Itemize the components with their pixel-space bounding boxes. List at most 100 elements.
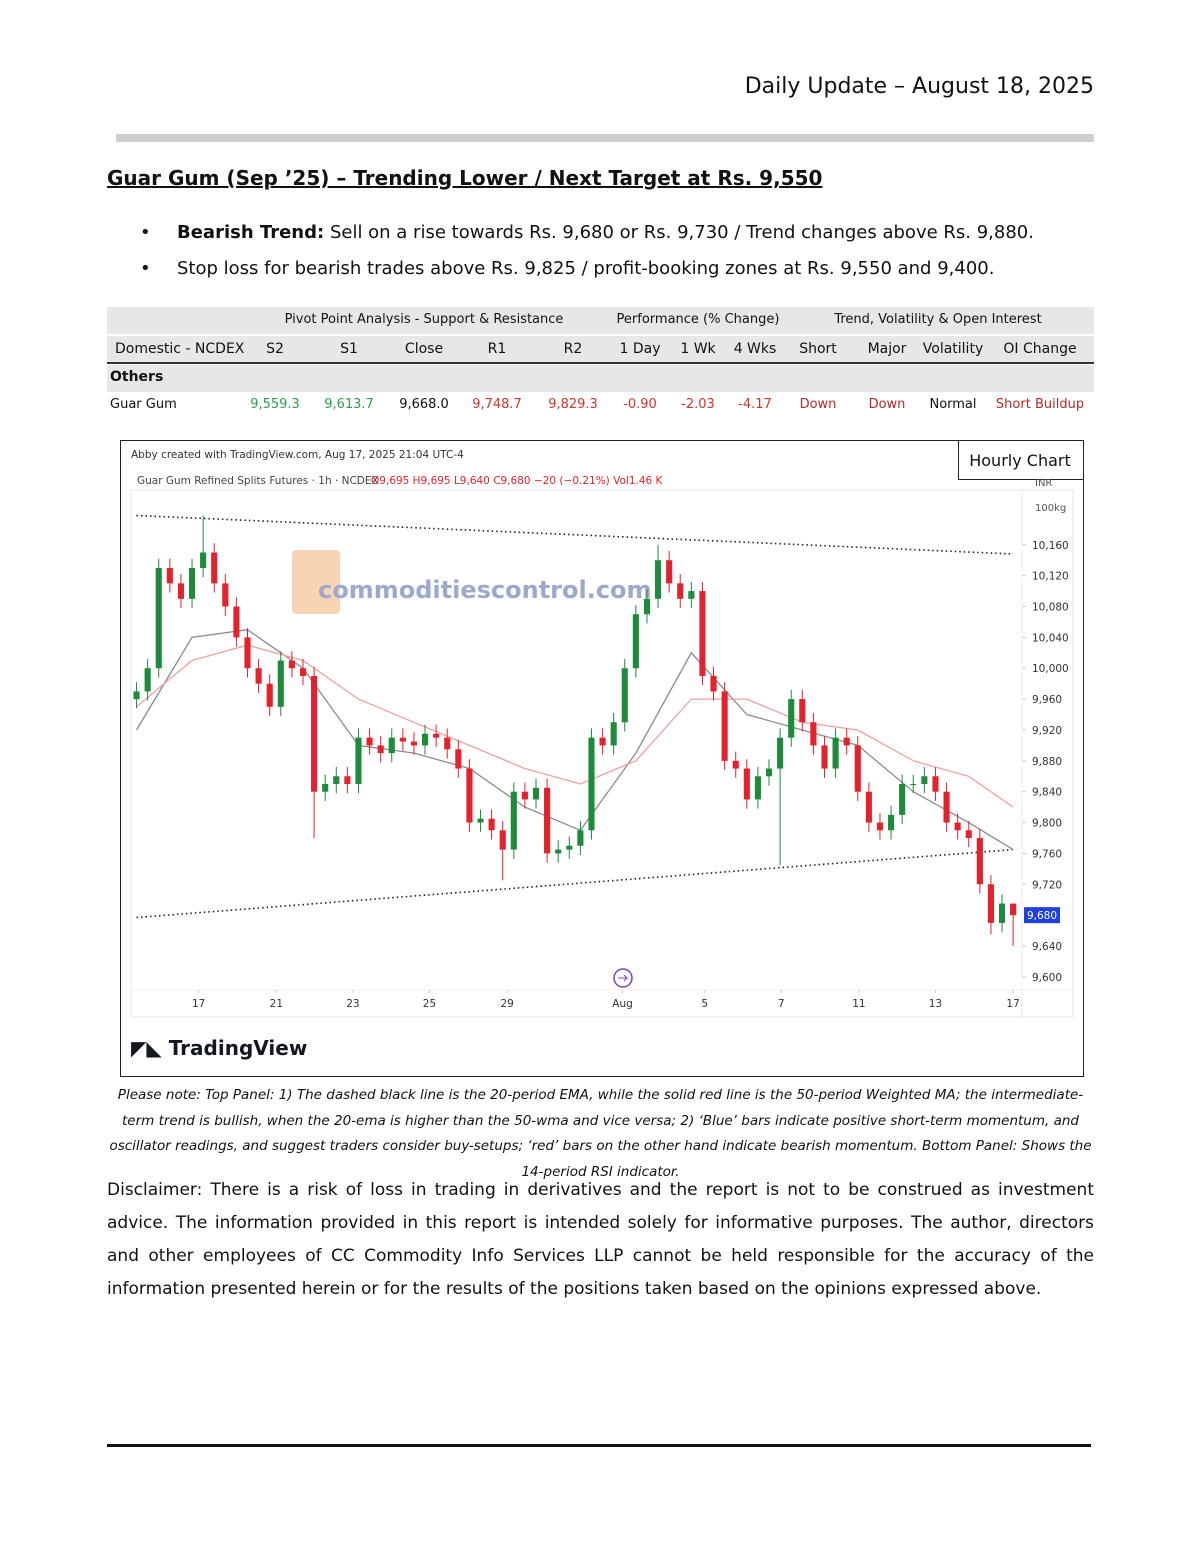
column-header: R1 — [487, 341, 507, 357]
candle-body — [188, 567, 196, 599]
candle-body — [155, 567, 162, 669]
candle-body — [344, 776, 351, 784]
candle-body — [921, 776, 928, 784]
tv-mark: ◤◣ — [131, 1036, 169, 1060]
candle-body — [444, 737, 451, 750]
candle-body — [610, 722, 617, 746]
unit-label: 100kg — [1035, 503, 1066, 514]
label-box — [958, 440, 1084, 480]
candle-body — [932, 776, 939, 792]
y-tick-label: 9,840 — [1032, 787, 1062, 799]
candle-body — [965, 830, 972, 838]
candle-body — [788, 699, 795, 738]
candle-body — [721, 691, 728, 761]
y-tick-label: 9,720 — [1032, 879, 1062, 891]
candle-body — [333, 776, 340, 784]
column-header: Volatility — [922, 341, 984, 357]
candle-body — [566, 845, 573, 850]
hourly-chart: commoditiescontrol.com 9,6009,6409,7209,… — [120, 440, 1084, 1077]
bullet-bold: Bearish Trend: — [177, 222, 325, 243]
table-cell: 9,559.3 — [250, 397, 300, 412]
candle-body — [133, 691, 140, 700]
column-header: R2 — [563, 341, 583, 357]
candle-body — [244, 637, 251, 669]
candle-body — [399, 737, 406, 742]
header-bar — [116, 134, 1094, 142]
chart-credit: Abby created with TradingView.com, Aug 1… — [131, 449, 464, 461]
candle-body — [998, 903, 1006, 923]
footer-rule — [107, 1444, 1091, 1447]
candle-body — [421, 733, 429, 746]
y-tick-label: 9,760 — [1032, 848, 1062, 860]
candle-body — [510, 791, 517, 850]
candle-body — [832, 737, 839, 769]
candle-body — [177, 583, 184, 599]
table-cell: Down — [868, 397, 906, 412]
x-tick-label: 13 — [929, 998, 942, 1010]
table-cell: 9,829.3 — [548, 397, 598, 412]
table-cell: -2.03 — [681, 397, 715, 412]
candle-body — [699, 591, 706, 676]
y-tick-label: 10,120 — [1032, 571, 1069, 583]
candle-body — [521, 791, 528, 800]
candle-body — [976, 837, 983, 885]
candle-body — [621, 668, 628, 723]
candle-body — [666, 560, 673, 584]
y-tick-label: 9,960 — [1032, 694, 1062, 706]
tv-logo-text: TradingView — [169, 1036, 308, 1060]
candle-body — [233, 606, 240, 638]
x-tick-label: 21 — [270, 998, 283, 1010]
candle-body — [433, 733, 440, 738]
x-tick-label: 29 — [500, 998, 513, 1010]
candle-body — [499, 830, 506, 850]
candle-body — [477, 818, 484, 823]
candle-body — [799, 699, 806, 723]
table-cell: Normal — [929, 397, 977, 412]
bullet-item: • Stop loss for bearish trades above Rs. … — [140, 258, 995, 279]
last-price-tag — [1024, 907, 1060, 924]
bullet-item: • Bearish Trend: Sell on a rise towards R… — [140, 222, 1034, 243]
watermark-group: commoditiescontrol.com — [292, 550, 652, 614]
candle-body — [266, 683, 273, 707]
candle-body — [710, 675, 717, 692]
candle-body — [954, 822, 961, 831]
table-group-row — [107, 307, 1094, 334]
group-header: Pivot Point Analysis - Support & Resista… — [284, 312, 564, 327]
candle-body — [599, 737, 606, 746]
candle-body — [910, 783, 917, 785]
y-tick-label: 10,160 — [1032, 540, 1069, 552]
column-header: 1 Day — [619, 341, 661, 357]
candle-body — [854, 745, 861, 792]
column-header: OI Change — [1003, 341, 1077, 357]
candle-body — [255, 668, 262, 684]
candle-body — [743, 768, 750, 800]
column-header: 4 Wks — [733, 341, 777, 357]
watermark-icon — [292, 550, 340, 614]
group-header: Trend, Volatility & Open Interest — [834, 312, 1042, 327]
unit-label: INR — [1035, 478, 1052, 489]
table-cell: 9,613.7 — [324, 397, 374, 412]
table-section-row — [107, 365, 1094, 392]
candle-body — [632, 614, 639, 669]
column-header: S1 — [340, 341, 358, 357]
column-header: 1 Wk — [680, 341, 716, 357]
candle-body — [455, 749, 462, 769]
x-tick-label: 23 — [346, 998, 359, 1010]
candle-body — [377, 745, 384, 754]
candle-body — [410, 741, 417, 746]
candle-body — [555, 849, 562, 854]
candle-body — [299, 668, 307, 676]
table-cell: -0.90 — [623, 397, 657, 412]
moving-average — [136, 644, 1014, 808]
candle-body — [899, 783, 906, 815]
candle-body — [821, 745, 828, 769]
x-tick-label: 25 — [423, 998, 436, 1010]
candle-body — [688, 591, 695, 599]
candle-body — [876, 822, 884, 831]
candle-body — [355, 737, 362, 784]
candle-body — [311, 675, 318, 792]
candle-body — [810, 722, 817, 746]
chart-label: Hourly Chart — [969, 451, 1071, 470]
candle-body — [222, 583, 229, 607]
